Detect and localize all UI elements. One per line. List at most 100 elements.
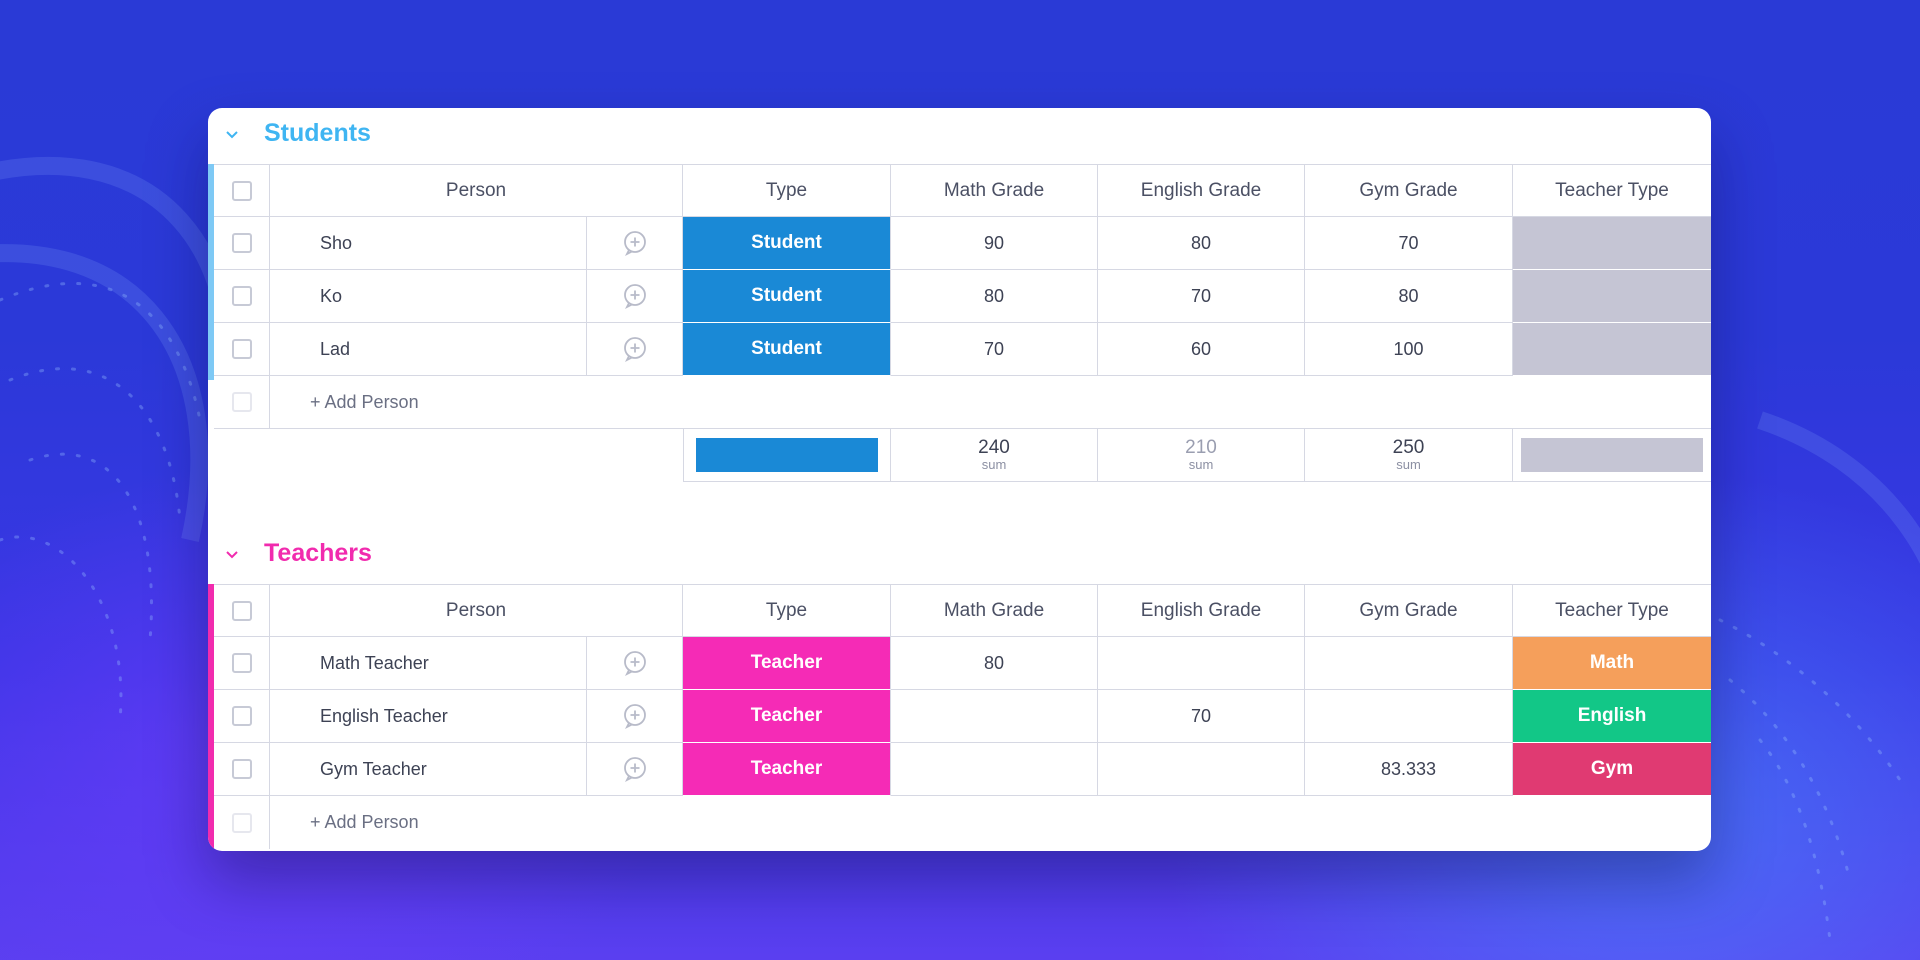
teacher-type-summary-cell[interactable] [1513,429,1711,482]
math-grade-value[interactable]: 90 [891,217,1098,270]
row-checkbox[interactable] [231,653,252,673]
students-group-title[interactable]: Students [264,119,371,147]
table-row[interactable]: Math Teacher Teacher 80 Math [208,637,1711,690]
row-checkbox[interactable] [231,759,252,779]
person-name[interactable]: Lad [270,323,587,376]
row-checkbox-cell[interactable] [214,690,270,743]
type-status-label[interactable]: Teacher [683,690,891,743]
add-update-button[interactable] [587,217,683,270]
english-grade-value[interactable]: 70 [1098,270,1305,323]
column-header-math-grade[interactable]: Math Grade [891,584,1098,637]
english-grade-value[interactable]: 70 [1098,690,1305,743]
person-name[interactable]: Gym Teacher [270,743,587,796]
add-update-button[interactable] [587,690,683,743]
add-update-button[interactable] [587,270,683,323]
column-header-english-grade[interactable]: English Grade [1098,584,1305,637]
column-header-gym-grade[interactable]: Gym Grade [1305,164,1513,217]
column-header-person[interactable]: Person [270,164,683,217]
math-grade-value[interactable] [891,743,1098,796]
type-status-label[interactable]: Teacher [683,743,891,796]
person-name[interactable]: Math Teacher [270,637,587,690]
type-summary-cell[interactable] [683,429,891,482]
teacher-type-empty-label[interactable] [1513,323,1711,376]
row-checkbox-cell[interactable] [214,323,270,376]
select-all-checkbox-cell[interactable] [214,584,270,637]
row-checkbox[interactable] [231,233,252,253]
add-update-icon[interactable] [621,649,649,677]
row-checkbox[interactable] [231,286,252,306]
table-row[interactable]: Sho Student 90 80 70 [208,217,1711,270]
add-update-button[interactable] [587,743,683,796]
column-header-person[interactable]: Person [270,584,683,637]
table-row[interactable]: Lad Student 70 60 100 [208,323,1711,376]
english-grade-value[interactable]: 60 [1098,323,1305,376]
add-person-button[interactable]: + Add Person [310,812,419,832]
english-sum-cell[interactable]: 210 sum [1098,429,1305,482]
add-update-icon[interactable] [621,282,649,310]
row-checkbox[interactable] [231,706,252,726]
row-checkbox-cell[interactable] [214,217,270,270]
column-header-teacher-type[interactable]: Teacher Type [1513,584,1711,637]
students-group-header[interactable]: Students [208,108,1711,160]
column-header-type[interactable]: Type [683,164,891,217]
person-name[interactable]: Ko [270,270,587,323]
add-update-button[interactable] [587,637,683,690]
add-update-icon[interactable] [621,335,649,363]
table-row[interactable]: Gym Teacher Teacher 83.333 Gym [208,743,1711,796]
chevron-down-icon[interactable] [222,544,242,564]
add-person-button[interactable]: + Add Person [270,376,1711,429]
math-grade-value[interactable]: 70 [891,323,1098,376]
math-sum-cell[interactable]: 240 sum [891,429,1098,482]
table-row[interactable]: English Teacher Teacher 70 English [208,690,1711,743]
select-all-checkbox-cell[interactable] [214,164,270,217]
row-checkbox[interactable] [231,339,252,359]
math-grade-value[interactable]: 80 [891,637,1098,690]
gym-grade-value[interactable]: 100 [1305,323,1513,376]
column-header-gym-grade[interactable]: Gym Grade [1305,584,1513,637]
math-grade-value[interactable]: 80 [891,270,1098,323]
teacher-type-label-math[interactable]: Math [1513,637,1711,690]
type-distribution-bar[interactable] [696,438,878,472]
teacher-type-label-english[interactable]: English [1513,690,1711,743]
type-status-label[interactable]: Teacher [683,637,891,690]
teachers-group-header[interactable]: Teachers [208,528,1711,580]
select-all-checkbox[interactable] [231,180,252,201]
add-update-icon[interactable] [621,702,649,730]
teacher-type-empty-label[interactable] [1513,217,1711,270]
gym-grade-value[interactable] [1305,637,1513,690]
add-update-button[interactable] [587,323,683,376]
board-panel: Students Person Type Math Grade English … [208,108,1711,851]
teacher-type-distribution-bar[interactable] [1521,438,1703,472]
gym-sum-cell[interactable]: 250 sum [1305,429,1513,482]
column-header-type[interactable]: Type [683,584,891,637]
teacher-type-empty-label[interactable] [1513,270,1711,323]
gym-grade-value[interactable]: 83.333 [1305,743,1513,796]
add-person-row[interactable]: + Add Person [208,376,1711,429]
person-name[interactable]: English Teacher [270,690,587,743]
column-header-teacher-type[interactable]: Teacher Type [1513,164,1711,217]
select-all-checkbox[interactable] [231,600,252,621]
row-checkbox-cell[interactable] [214,637,270,690]
teachers-group-title[interactable]: Teachers [264,539,372,567]
math-grade-value[interactable] [891,690,1098,743]
column-header-english-grade[interactable]: English Grade [1098,164,1305,217]
gym-grade-value[interactable]: 80 [1305,270,1513,323]
add-update-icon[interactable] [621,229,649,257]
type-status-label[interactable]: Student [683,323,891,376]
gym-grade-value[interactable]: 70 [1305,217,1513,270]
person-name[interactable]: Sho [270,217,587,270]
english-grade-value[interactable]: 80 [1098,217,1305,270]
english-grade-value[interactable] [1098,637,1305,690]
type-status-label[interactable]: Student [683,270,891,323]
chevron-down-icon[interactable] [222,124,242,144]
add-person-row[interactable]: + Add Person [208,796,1711,849]
teacher-type-label-gym[interactable]: Gym [1513,743,1711,796]
gym-grade-value[interactable] [1305,690,1513,743]
row-checkbox-cell[interactable] [214,270,270,323]
row-checkbox-cell[interactable] [214,743,270,796]
table-row[interactable]: Ko Student 80 70 80 [208,270,1711,323]
type-status-label[interactable]: Student [683,217,891,270]
english-grade-value[interactable] [1098,743,1305,796]
add-update-icon[interactable] [621,755,649,783]
column-header-math-grade[interactable]: Math Grade [891,164,1098,217]
